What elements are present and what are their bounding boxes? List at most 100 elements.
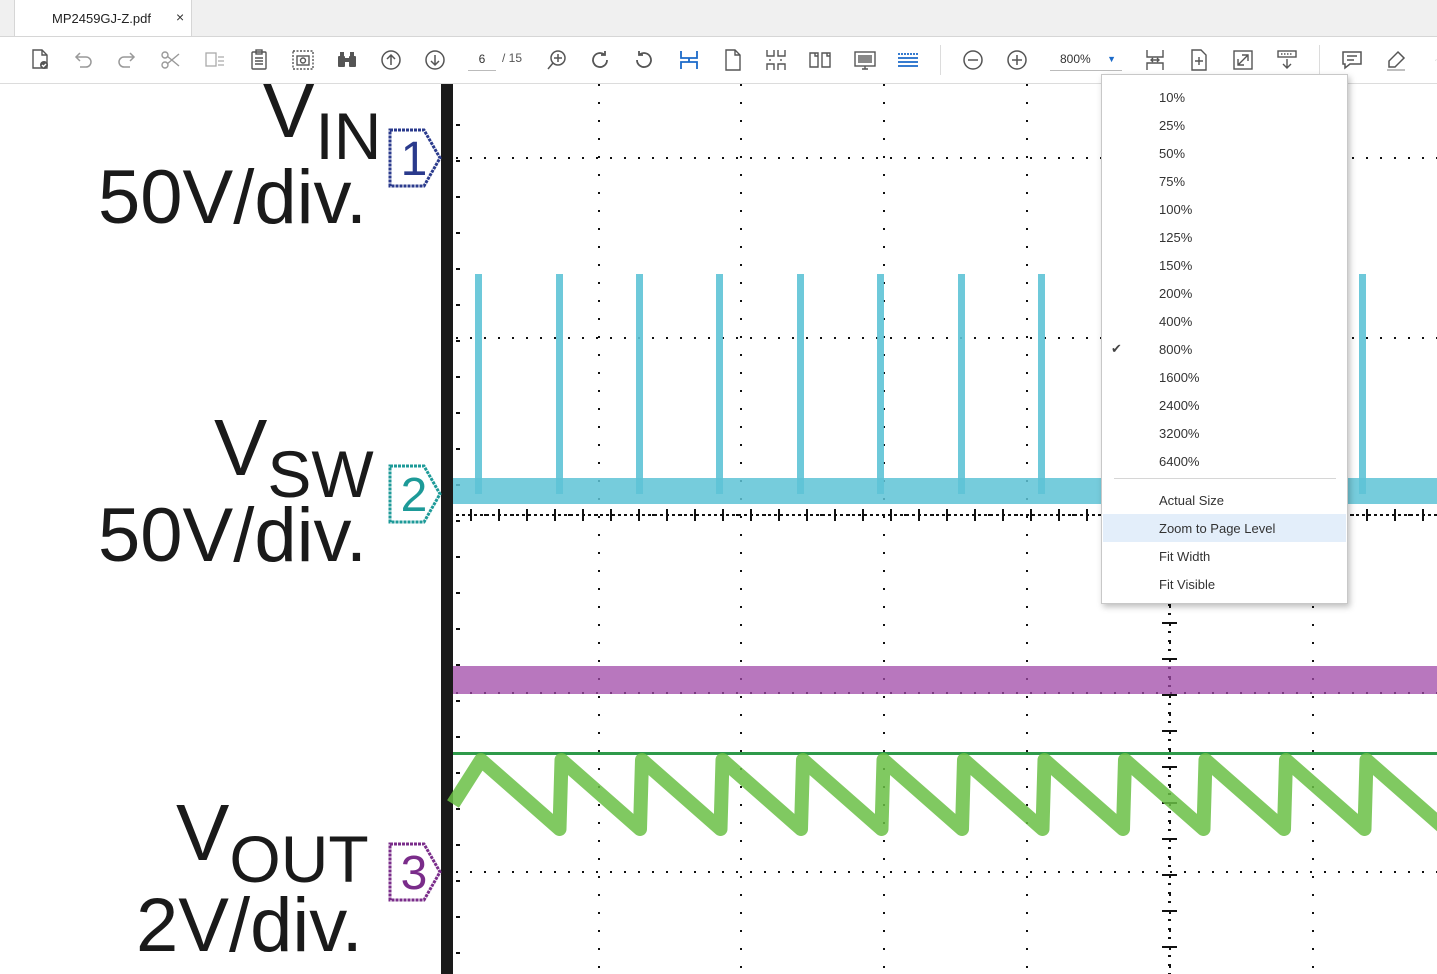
zoom-option[interactable]: 2400% (1103, 391, 1346, 419)
vin-scale: 50V/div. (98, 155, 367, 240)
channel-3-marker-number: 3 (401, 847, 428, 900)
current-waveform (453, 666, 1437, 694)
zoom-out-icon[interactable] (959, 46, 987, 74)
zoom-option[interactable]: 150% (1103, 251, 1346, 279)
zoom-option-label: 2400% (1159, 398, 1200, 413)
zoom-action-label: Fit Visible (1159, 577, 1216, 592)
channel-1-marker: 1 (388, 128, 442, 188)
zoom-option-label: 125% (1159, 230, 1193, 245)
zoom-action-item[interactable]: Zoom to Page Level (1103, 514, 1346, 542)
file-check-icon[interactable] (26, 46, 54, 74)
zoom-option-label: 50% (1159, 146, 1186, 161)
tab-document[interactable]: MP2459GJ-Z.pdf × (14, 0, 192, 36)
zoom-option[interactable]: 50% (1103, 139, 1346, 167)
zoom-option-label: 75% (1159, 174, 1186, 189)
single-page-icon[interactable] (719, 46, 747, 74)
fit-width-icon[interactable] (1185, 46, 1213, 74)
zoom-option-label: 25% (1159, 118, 1186, 133)
channel-1-marker-shape (388, 128, 442, 188)
vout-reference-line (453, 752, 1437, 755)
tab-title: MP2459GJ-Z.pdf (52, 11, 151, 26)
chevron-down-icon[interactable]: ▼ (1107, 54, 1116, 64)
vsw-pulse (877, 274, 884, 494)
fit-page-icon[interactable] (1141, 46, 1169, 74)
continuous-icon[interactable] (762, 46, 790, 74)
vsw-pulse (958, 274, 965, 494)
page-total: / 15 (502, 51, 523, 65)
toolbar-divider (1319, 45, 1320, 75)
channel-2-marker-shape (388, 464, 442, 524)
copy-icon[interactable] (201, 46, 229, 74)
tab-bar: MP2459GJ-Z.pdf × (0, 0, 1437, 37)
zoom-select[interactable]: 800% ▼ (1050, 47, 1122, 71)
zoom-option[interactable]: 10% (1103, 83, 1346, 111)
pen-icon[interactable] (1424, 46, 1437, 74)
reflow-icon[interactable] (894, 46, 922, 74)
rotate-cw-icon[interactable] (586, 46, 614, 74)
zoom-option[interactable]: 3200% (1103, 419, 1346, 447)
zoom-action-item[interactable]: Fit Width (1103, 542, 1346, 570)
zoom-action-label: Zoom to Page Level (1159, 521, 1276, 536)
zoom-option[interactable]: ✔ 800% (1103, 335, 1346, 363)
toolbar-divider (940, 45, 941, 75)
zoom-option[interactable]: 75% (1103, 167, 1346, 195)
vsw-scale: 50V/div. (98, 493, 367, 578)
vsw-pulse (716, 274, 723, 494)
vin-label: VIN (262, 84, 382, 173)
zoom-action-label: Fit Width (1159, 549, 1211, 564)
zoom-option[interactable]: 200% (1103, 279, 1346, 307)
highlight-icon[interactable] (1382, 46, 1410, 74)
close-icon[interactable]: × (176, 9, 185, 25)
find-icon[interactable] (333, 46, 361, 74)
zoom-value: 800% (1060, 52, 1091, 66)
channel-3-marker: 3 (388, 842, 442, 902)
zoom-option-label: 1600% (1159, 370, 1200, 385)
next-page-icon[interactable] (421, 46, 449, 74)
presentation-icon[interactable] (851, 46, 879, 74)
fit-visible-icon[interactable] (1273, 46, 1301, 74)
zoom-option-label: 10% (1159, 90, 1186, 105)
center-axis-horizontal (456, 509, 1437, 521)
vout-scale: 2V/div. (136, 883, 363, 968)
page-number-input[interactable]: 6 (468, 47, 496, 71)
left-axis-bar (441, 84, 453, 974)
checkmark-icon: ✔ (1111, 341, 1122, 356)
zoom-option-label: 400% (1159, 314, 1193, 329)
channel-1-marker-number: 1 (401, 133, 428, 186)
zoom-dropdown-menu: 10% 25% 50% 75% 100% 125% 150% 200% 400% ✔ 800% 160… (1101, 74, 1348, 604)
zoom-option[interactable]: 100% (1103, 195, 1346, 223)
zoom-marquee-icon[interactable] (543, 46, 571, 74)
toolbar: 6 / 15 800% ▼ (0, 37, 1437, 84)
zoom-action-label: Actual Size (1159, 493, 1225, 508)
vsw-label: VSW (214, 403, 374, 511)
fullscreen-icon[interactable] (1229, 46, 1257, 74)
vsw-pulse (556, 274, 563, 494)
facing-icon[interactable] (806, 46, 834, 74)
zoom-action-item[interactable]: Actual Size (1103, 486, 1346, 514)
comment-icon[interactable] (1338, 46, 1366, 74)
zoom-option[interactable]: 6400% (1103, 447, 1346, 475)
menu-divider (1114, 478, 1336, 479)
vsw-pulse (636, 274, 643, 494)
zoom-option-label: 800% (1159, 342, 1193, 357)
vout-waveform (447, 753, 1437, 836)
paste-icon[interactable] (245, 46, 273, 74)
rotate-ccw-icon[interactable] (630, 46, 658, 74)
channel-3-marker-shape (388, 842, 442, 902)
zoom-option[interactable]: 125% (1103, 223, 1346, 251)
zoom-option[interactable]: 400% (1103, 307, 1346, 335)
vsw-pulse (797, 274, 804, 494)
zoom-action-item[interactable]: Fit Visible (1103, 570, 1346, 598)
zoom-option-label: 100% (1159, 202, 1193, 217)
vsw-pulse (1359, 274, 1366, 494)
zoom-option[interactable]: 1600% (1103, 363, 1346, 391)
undo-icon[interactable] (69, 46, 97, 74)
zoom-option[interactable]: 25% (1103, 111, 1346, 139)
snapshot-icon[interactable] (289, 46, 317, 74)
zoom-in-icon[interactable] (1003, 46, 1031, 74)
cut-icon[interactable] (157, 46, 185, 74)
redo-icon[interactable] (113, 46, 141, 74)
prev-page-icon[interactable] (377, 46, 405, 74)
select-icon[interactable] (675, 46, 703, 74)
axis-minor-ticks (456, 124, 460, 954)
